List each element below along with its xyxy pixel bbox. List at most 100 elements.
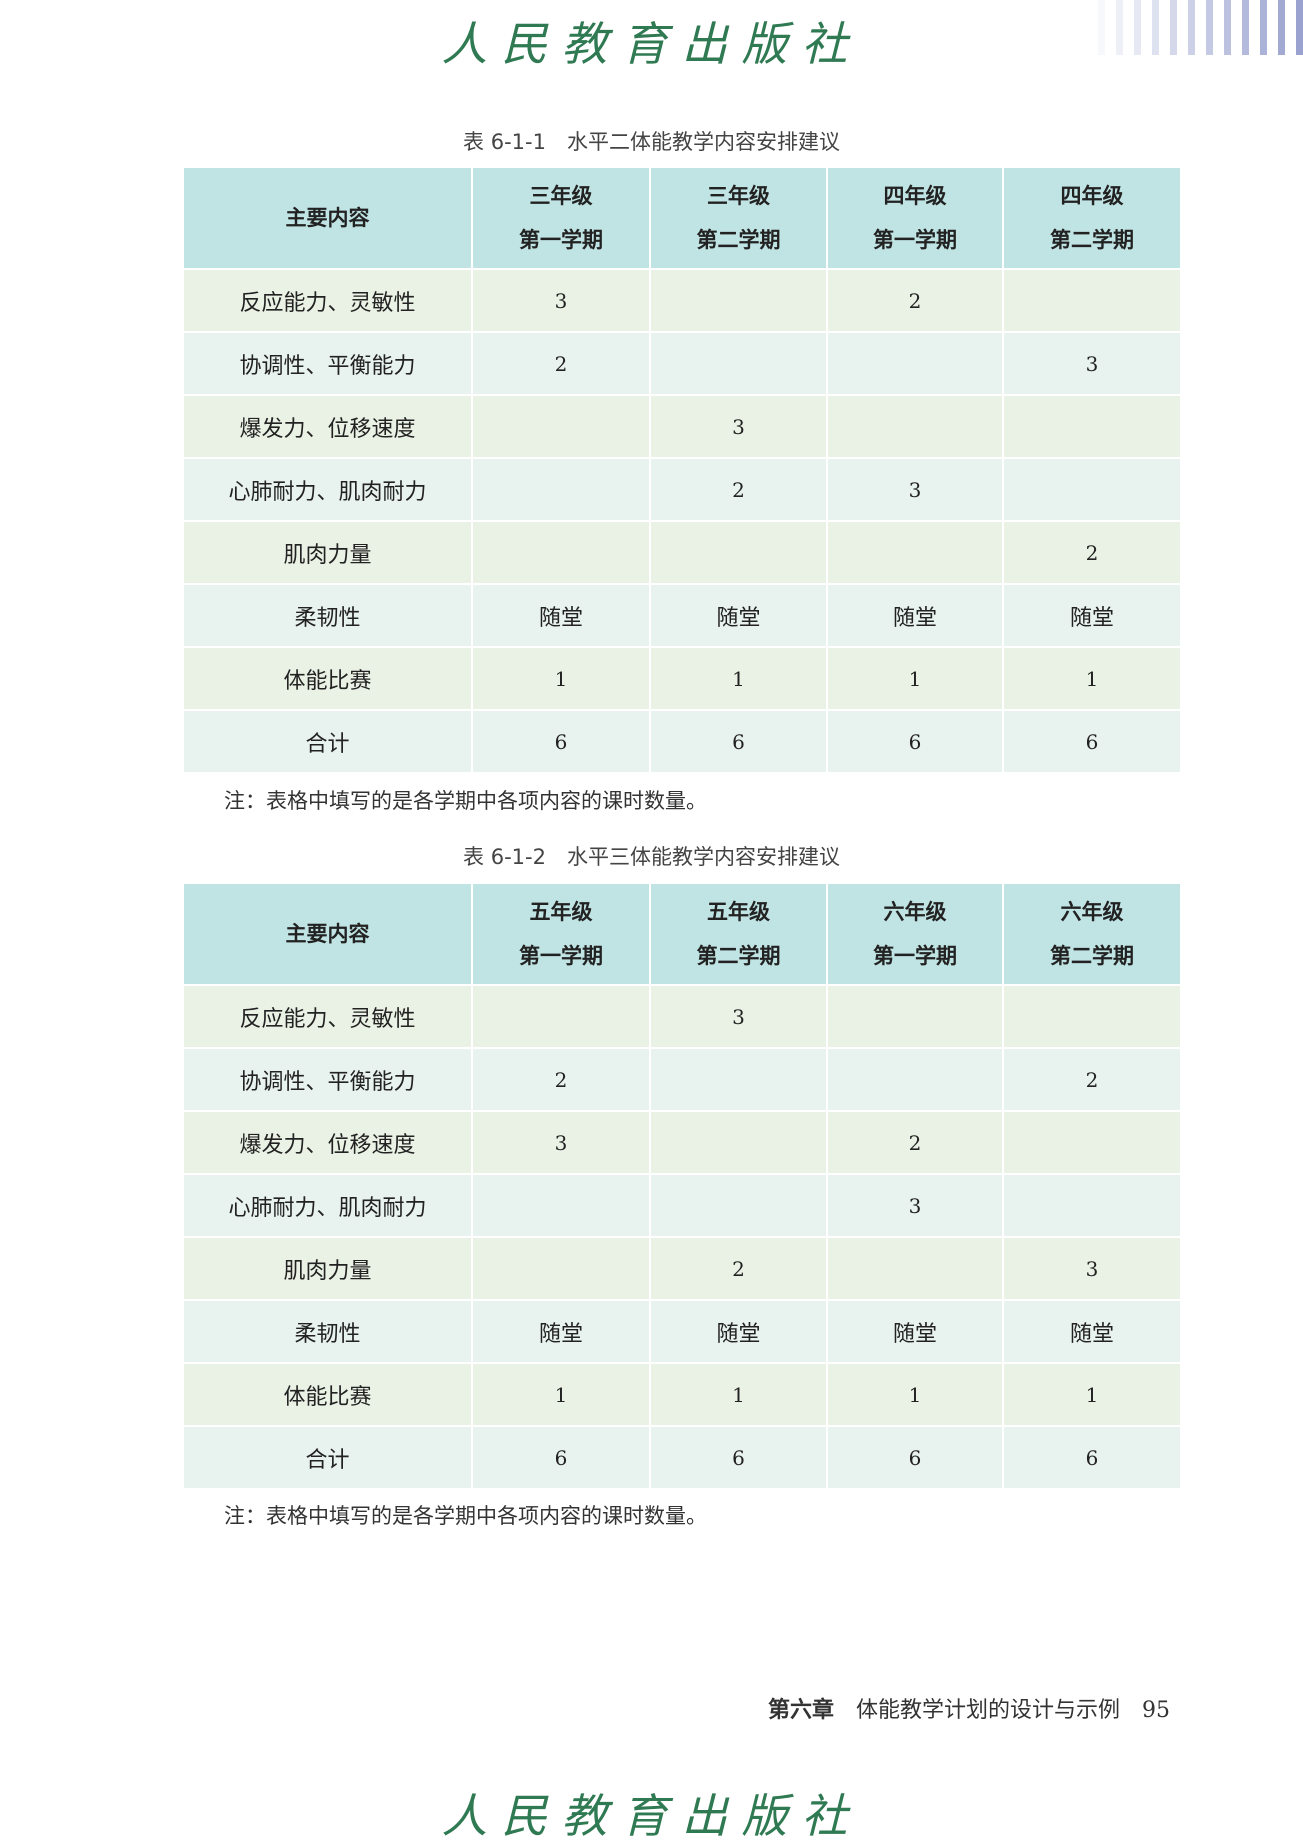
table-row: 心肺耐力、肌肉耐力 3 [182, 1173, 1182, 1238]
table-cell [471, 1173, 651, 1238]
row-label: 协调性、平衡能力 [182, 1047, 473, 1112]
table-row: 柔韧性 随堂 随堂 随堂 随堂 [182, 1299, 1182, 1364]
column-header-line1: 五年级 [707, 899, 770, 924]
table-cell [649, 1173, 828, 1238]
table-cell [826, 331, 1004, 396]
column-header-line2: 第一学期 [519, 943, 603, 968]
table-row: 反应能力、灵敏性 3 2 [182, 268, 1182, 333]
column-header-line1: 五年级 [529, 899, 593, 924]
table-cell: 2 [1002, 1047, 1182, 1112]
header-row: 主要内容 三年级 第一学期 三年级 第二学期 四年级 第一学期 四年级 第二学期 [182, 166, 1182, 270]
table-cell [826, 1047, 1004, 1112]
table-cell: 随堂 [471, 583, 651, 648]
column-header-line2: 第二学期 [1050, 943, 1134, 968]
table-cell: 3 [649, 394, 828, 459]
table-cell: 3 [826, 1173, 1004, 1238]
row-label: 柔韧性 [182, 1299, 473, 1364]
table-cell: 1 [1002, 646, 1182, 711]
table-cell: 随堂 [1002, 1299, 1182, 1364]
table-row: 协调性、平衡能力 2 3 [182, 331, 1182, 396]
table-cell: 1 [471, 1362, 651, 1427]
column-header: 三年级 第一学期 [471, 166, 651, 270]
column-header-line1: 三年级 [529, 183, 593, 208]
footer-title: 体能教学计划的设计与示例 [856, 1698, 1121, 1723]
table-cell [649, 520, 828, 585]
table-cell [1002, 394, 1182, 459]
table-cell: 1 [826, 646, 1004, 711]
table-cell: 6 [1002, 1425, 1182, 1490]
column-header: 主要内容 [182, 166, 473, 270]
table-cell: 3 [471, 1110, 651, 1175]
table-row: 柔韧性 随堂 随堂 随堂 随堂 [182, 583, 1182, 648]
row-label: 协调性、平衡能力 [182, 331, 473, 396]
table-row: 合计 6 6 6 6 [182, 1425, 1182, 1490]
column-header-line1: 四年级 [883, 183, 947, 208]
table-cell: 1 [826, 1362, 1004, 1427]
column-header-line2: 第一学期 [873, 227, 957, 252]
page-number: 95 [1142, 1698, 1171, 1723]
column-header-line1: 三年级 [707, 183, 770, 208]
column-header-line1: 六年级 [1060, 899, 1124, 924]
footer-chapter: 第六章 [768, 1697, 835, 1723]
table-cell: 3 [649, 984, 828, 1049]
table-level-2: 主要内容 三年级 第一学期 三年级 第二学期 四年级 第一学期 四年级 第二学期 反应能力、灵敏性… [182, 166, 1182, 774]
decorative-stripes [1023, 0, 1303, 55]
publisher-logo-bottom: 人民教育出版社 [441, 1789, 862, 1843]
table-cell: 3 [1002, 1236, 1182, 1301]
table-cell: 2 [471, 1047, 651, 1112]
column-header: 五年级 第一学期 [471, 882, 651, 986]
column-header-line2: 第一学期 [873, 943, 957, 968]
column-header-line2: 第一学期 [519, 227, 603, 252]
table-cell [1002, 984, 1182, 1049]
row-label: 体能比赛 [182, 646, 473, 711]
table-cell: 6 [1002, 709, 1182, 774]
table-row: 体能比赛 1 1 1 1 [182, 646, 1182, 711]
row-label: 爆发力、位移速度 [182, 394, 473, 459]
table-cell [826, 984, 1004, 1049]
stripe [1134, 0, 1141, 55]
table-row: 心肺耐力、肌肉耐力 2 3 [182, 457, 1182, 522]
column-header: 六年级 第一学期 [826, 882, 1004, 986]
column-header-line1: 四年级 [1060, 183, 1124, 208]
stripe [1296, 0, 1303, 55]
table-cell [471, 394, 651, 459]
column-header-line1: 六年级 [883, 899, 947, 924]
table-2-caption: 表 6-1-2 水平三体能教学内容安排建议 [463, 845, 840, 869]
column-header: 六年级 第二学期 [1002, 882, 1182, 986]
table-cell [1002, 1173, 1182, 1238]
column-header: 主要内容 [182, 882, 473, 986]
table-row: 协调性、平衡能力 2 2 [182, 1047, 1182, 1112]
column-header-line1: 主要内容 [285, 921, 370, 946]
table-cell: 随堂 [649, 1299, 828, 1364]
table-cell: 1 [649, 1362, 828, 1427]
page-footer: 第六章 体能教学计划的设计与示例 95 [768, 1692, 1170, 1724]
table-cell: 3 [1002, 331, 1182, 396]
table-row: 体能比赛 1 1 1 1 [182, 1362, 1182, 1427]
row-label: 心肺耐力、肌肉耐力 [182, 1173, 473, 1238]
table-cell: 3 [826, 457, 1004, 522]
column-header-line2: 第二学期 [696, 943, 781, 968]
table-cell: 随堂 [1002, 583, 1182, 648]
stripe [1224, 0, 1231, 55]
table-cell: 2 [826, 1110, 1004, 1175]
column-header-line1: 主要内容 [285, 205, 370, 230]
table-cell [1002, 1110, 1182, 1175]
table-cell: 2 [649, 1236, 828, 1301]
table-cell: 2 [1002, 520, 1182, 585]
stripe [1260, 0, 1267, 55]
table-cell [471, 984, 651, 1049]
column-header: 三年级 第二学期 [649, 166, 828, 270]
column-header: 四年级 第一学期 [826, 166, 1004, 270]
row-label: 反应能力、灵敏性 [182, 268, 473, 333]
table-cell: 2 [471, 331, 651, 396]
column-header-line2: 第二学期 [696, 227, 781, 252]
table-cell [826, 1236, 1004, 1301]
table-cell: 随堂 [471, 1299, 651, 1364]
table-cell: 6 [649, 1425, 828, 1490]
table-cell: 随堂 [826, 1299, 1004, 1364]
stripe [1152, 0, 1159, 55]
table-1-caption: 表 6-1-1 水平二体能教学内容安排建议 [463, 130, 840, 154]
column-header: 五年级 第二学期 [649, 882, 828, 986]
stripe [1188, 0, 1195, 55]
table-2-note: 注：表格中填写的是各学期中各项内容的课时数量。 [224, 1504, 707, 1528]
